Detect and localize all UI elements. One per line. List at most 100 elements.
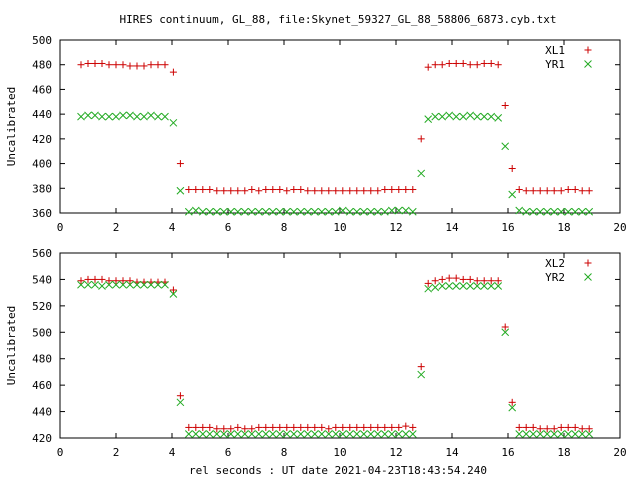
data-point-yr1 [112,112,120,121]
data-point-xl2 [409,423,417,431]
data-point-yr2 [501,328,510,337]
data-point-yr1 [571,207,580,216]
data-point-yr2 [268,430,277,438]
data-point-yr2 [191,430,200,438]
data-point-xl2 [480,277,488,285]
data-point-yr1 [438,112,447,121]
legend-marker [584,259,592,267]
data-point-yr1 [522,207,531,216]
data-point-xl2 [557,423,565,431]
data-point-xl2 [473,277,481,285]
data-point-xl1 [290,186,298,194]
data-point-yr1 [126,111,134,120]
legend-marker [584,60,592,68]
data-point-xl1 [77,61,85,69]
data-point-yr1 [77,112,85,121]
data-point-yr2 [543,430,552,438]
data-point-xl1 [367,187,375,195]
data-point-yr2 [438,282,447,290]
data-point-yr2 [233,430,242,438]
data-point-yr2 [459,282,468,290]
data-point-yr2 [550,430,559,438]
data-point-xl1 [438,61,446,69]
data-point-xl2 [192,423,200,431]
data-point-xl1 [578,187,586,195]
data-point-xl2 [564,423,572,431]
data-point-xl2 [536,425,544,433]
data-point-yr1 [261,207,270,216]
x-tick-label: 14 [445,446,459,459]
data-point-yr1 [105,112,113,121]
data-point-xl1 [140,62,148,70]
data-point-yr2 [380,430,389,438]
x-tick-label: 10 [333,446,346,459]
data-point-yr2 [366,430,375,438]
data-point-xl1 [522,187,530,195]
data-point-xl1 [248,186,256,194]
data-point-yr2 [161,280,169,289]
x-tick-label: 16 [501,446,514,459]
y-axis-label: Uncalibrated [5,87,18,166]
data-point-xl2 [91,275,99,283]
data-point-yr1 [140,112,148,121]
data-point-yr1 [352,207,361,216]
bottom-panel: 0 2 4 6 8 10 12 14 16 18 20 420 440 460 480 500 520 540 56… [5,247,627,459]
data-point-yr1 [324,207,333,216]
data-point-xl1 [227,187,235,195]
data-point-yr1 [445,111,454,120]
data-point-xl1 [536,187,544,195]
data-point-xl2 [522,423,530,431]
data-point-yr2 [212,430,221,438]
y-axis-label: Uncalibrated [5,306,18,385]
data-point-xl1 [459,59,467,67]
y-tick-label: 460 [32,83,52,96]
data-point-xl1 [241,187,249,195]
y-tick-label: 360 [32,207,52,220]
legend-label: YR1 [545,58,565,71]
legend-label: XL2 [545,257,565,270]
data-point-xl2 [452,274,460,282]
data-point-yr2 [338,430,347,438]
data-point-yr1 [557,207,566,216]
top-panel: 0 2 4 6 8 10 12 14 16 18 20 360 380 400 420 440 460 480 50… [5,34,627,234]
data-point-xl1 [508,165,516,173]
data-point-xl1 [332,187,340,195]
x-tick-label: 14 [445,221,459,234]
x-axis-label: rel seconds : UT date 2021-04-23T18:43:5… [189,464,487,477]
data-point-xl2 [346,423,354,431]
data-point-xl2 [585,425,593,433]
y-tick-label: 480 [32,59,52,72]
data-point-yr2 [331,430,340,438]
legend-marker [584,46,592,54]
data-point-yr1 [550,207,559,216]
x-tick-label: 0 [57,221,64,234]
data-point-yr2 [431,283,440,292]
data-point-xl1 [487,59,495,67]
data-point-yr2 [571,430,580,438]
data-point-yr1 [536,207,545,216]
data-point-xl2 [508,398,516,406]
data-point-yr2 [473,282,482,290]
data-point-xl2 [438,275,446,283]
data-point-xl2 [339,423,347,431]
y-tick-label: 520 [32,300,52,313]
data-point-yr2 [345,430,354,438]
data-point-yr1 [275,207,284,216]
y-tick-label: 380 [32,182,52,195]
data-point-xl1 [276,186,284,194]
data-point-yr1 [184,207,193,216]
data-point-xl2 [388,423,396,431]
data-point-xl1 [585,187,593,195]
data-point-xl1 [515,186,523,194]
data-point-xl1 [169,68,177,76]
data-point-xl2 [543,425,551,433]
data-point-yr2 [408,430,417,438]
data-point-yr1 [373,207,382,216]
data-point-xl1 [318,187,326,195]
data-point-xl2 [550,425,558,433]
data-point-yr2 [147,280,155,289]
data-point-yr1 [98,112,106,121]
data-point-yr1 [487,112,496,121]
data-point-yr2 [254,430,263,438]
